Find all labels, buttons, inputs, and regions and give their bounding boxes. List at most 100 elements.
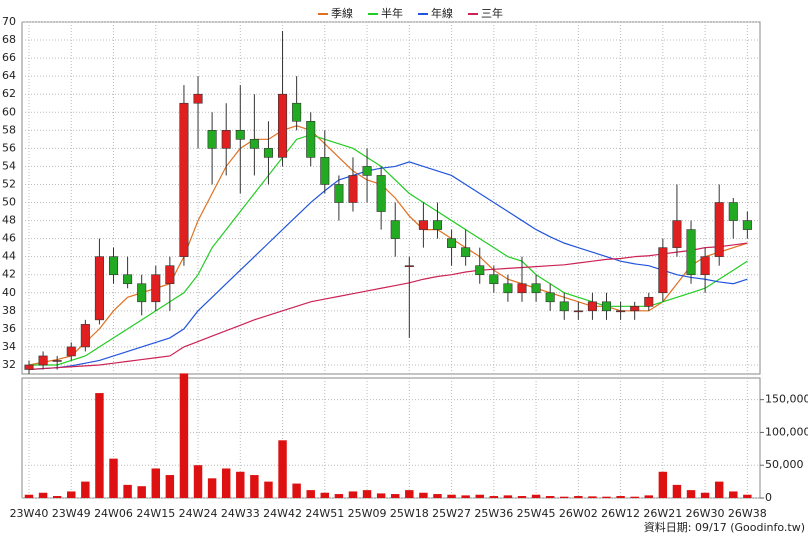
footer: 資料日期: 09/17 (Goodinfo.tw) <box>644 520 805 534</box>
volume-bar <box>123 484 132 498</box>
volume-bar <box>588 496 597 498</box>
candle-body <box>559 301 569 312</box>
legend: 季線 半年 年線 三年 <box>318 6 503 20</box>
volume-bar <box>531 494 541 498</box>
x-tick-label: 25W27 <box>432 507 471 520</box>
y-tick-label: 40 <box>2 286 16 299</box>
volume-bar <box>560 496 569 498</box>
legend-label: 季線 <box>331 6 353 20</box>
candle-body <box>742 220 752 230</box>
y-tick-label: 36 <box>2 322 16 335</box>
x-tick-label: 25W18 <box>390 507 429 520</box>
candle-body <box>80 324 90 348</box>
candle-body <box>672 220 682 248</box>
volume-bar <box>461 495 470 498</box>
volume-bar <box>38 492 48 498</box>
candle-body <box>573 310 583 313</box>
volume-tick-label: 0 <box>765 491 772 504</box>
y-tick-label: 52 <box>2 177 16 190</box>
x-tick-label: 23W40 <box>10 507 49 520</box>
y-tick-label: 66 <box>2 51 16 64</box>
volume-bar <box>52 496 62 498</box>
y-tick-label: 38 <box>2 304 16 317</box>
candle-body <box>207 130 217 149</box>
candle-body <box>38 355 48 366</box>
candle-body <box>348 175 358 203</box>
candle-body <box>306 120 316 158</box>
volume-bar <box>320 492 330 498</box>
candle-body <box>52 360 62 362</box>
candle-body <box>235 130 245 140</box>
volume-bar <box>743 494 752 498</box>
volume-bar <box>489 496 499 498</box>
candle-body <box>418 220 428 230</box>
candle-body <box>601 301 612 312</box>
candle-body <box>334 184 344 203</box>
volume-bar <box>672 484 682 498</box>
y-tick-label: 46 <box>2 232 16 245</box>
volume-bar <box>207 478 217 498</box>
y-tick-label: 68 <box>2 33 16 46</box>
candle-body <box>263 148 273 158</box>
x-tick-label: 24W42 <box>263 507 302 520</box>
legend-label: 三年 <box>481 6 503 20</box>
volume-bar <box>109 458 118 498</box>
x-tick-label: 24W15 <box>136 507 175 520</box>
ma-line <box>28 242 748 371</box>
x-tick-label: 24W51 <box>305 507 344 520</box>
candle-body <box>123 274 133 285</box>
candle-body <box>404 265 414 267</box>
x-tick-label: 26W12 <box>601 507 640 520</box>
candle-body <box>447 238 457 248</box>
x-tick-label: 26W30 <box>686 507 725 520</box>
volume-bar <box>193 465 203 498</box>
candle-body <box>587 301 597 312</box>
volume-bar <box>292 483 301 498</box>
volume-bar <box>545 496 555 498</box>
volume-bar <box>334 494 344 498</box>
y-tick-label: 60 <box>2 105 16 118</box>
volume-bar <box>729 491 738 498</box>
candle-body <box>278 93 288 158</box>
volume-bar <box>447 494 456 498</box>
candle-body <box>165 265 175 285</box>
candle-body <box>137 283 147 303</box>
y-tick-label: 42 <box>2 268 16 281</box>
volume-bar <box>686 490 696 498</box>
candle-body <box>292 102 302 122</box>
volume-bar <box>700 492 710 498</box>
volume-bar <box>405 490 414 498</box>
x-tick-label: 26W38 <box>728 507 767 520</box>
ma-line <box>28 125 748 366</box>
volume-bar <box>362 490 372 498</box>
candle-body <box>503 283 513 294</box>
x-tick-label: 23W49 <box>52 507 91 520</box>
volume-bar <box>475 494 484 498</box>
volume-bar <box>236 471 245 498</box>
volume-tick-label: 150,000 <box>765 393 808 406</box>
volume-bar <box>264 481 273 498</box>
y-tick-label: 70 <box>2 15 16 28</box>
y-tick-label: 56 <box>2 141 16 154</box>
volume-bar <box>658 471 668 498</box>
volume-bar <box>376 493 386 498</box>
volume-bar <box>67 491 76 498</box>
candle-body <box>658 247 668 294</box>
volume-bar <box>503 495 513 498</box>
volume-bar <box>250 475 259 498</box>
volume-pane <box>21 377 761 499</box>
x-tick-label: 24W06 <box>94 507 133 520</box>
candle-body <box>531 283 541 294</box>
y-tick-label: 64 <box>2 69 16 82</box>
volume-bar <box>95 393 104 498</box>
x-tick-label: 25W45 <box>517 507 556 520</box>
x-tick-label: 25W36 <box>474 507 513 520</box>
candle-body <box>66 346 76 357</box>
y-tick-label: 50 <box>2 196 16 209</box>
price-pane <box>21 21 761 375</box>
candle-body <box>432 220 443 230</box>
volume-bar <box>221 468 231 498</box>
volume-tick-label: 50,000 <box>765 458 804 471</box>
candle-body <box>545 292 555 303</box>
